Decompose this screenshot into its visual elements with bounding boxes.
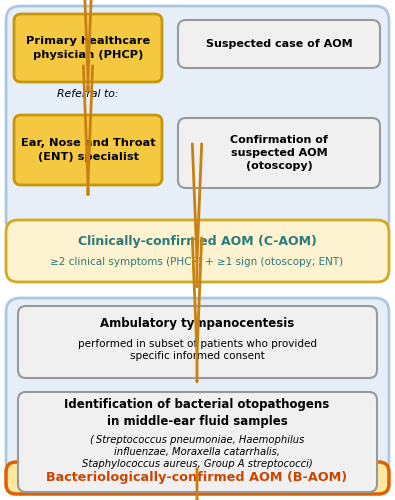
Text: Suspected case of AOM: Suspected case of AOM — [206, 39, 352, 49]
FancyBboxPatch shape — [178, 20, 380, 68]
FancyBboxPatch shape — [6, 220, 389, 282]
Text: Primary healthcare
physician (PHCP): Primary healthcare physician (PHCP) — [26, 36, 150, 60]
Text: Identification of bacterial otopathogens
in middle-ear fluid samples: Identification of bacterial otopathogens… — [64, 398, 329, 428]
FancyBboxPatch shape — [14, 115, 162, 185]
FancyBboxPatch shape — [18, 306, 377, 378]
Text: Bacteriologically-confirmed AOM (B-AOM): Bacteriologically-confirmed AOM (B-AOM) — [47, 472, 348, 484]
Text: Confirmation of
suspected AOM
(otoscopy): Confirmation of suspected AOM (otoscopy) — [230, 135, 328, 171]
FancyBboxPatch shape — [6, 298, 389, 476]
FancyBboxPatch shape — [14, 14, 162, 82]
FancyBboxPatch shape — [178, 118, 380, 188]
Text: Referral to:: Referral to: — [57, 89, 119, 99]
Text: Ambulatory tympanocentesis: Ambulatory tympanocentesis — [100, 316, 294, 330]
Text: performed in subset of patients who provided
specific informed consent: performed in subset of patients who prov… — [77, 338, 316, 361]
Text: Ear, Nose and Throat
(ENT) specialist: Ear, Nose and Throat (ENT) specialist — [21, 138, 155, 162]
FancyBboxPatch shape — [6, 462, 389, 494]
Text: Clinically-confirmed AOM (C-AOM): Clinically-confirmed AOM (C-AOM) — [77, 234, 316, 248]
FancyBboxPatch shape — [6, 6, 389, 234]
FancyBboxPatch shape — [18, 392, 377, 492]
Text: ( Streptococcus pneumoniae, Haemophilus
influenzae, Moraxella catarrhalis,
Staph: ( Streptococcus pneumoniae, Haemophilus … — [82, 434, 312, 470]
Text: ≥2 clinical symptoms (PHCP) + ≥1 sign (otoscopy; ENT): ≥2 clinical symptoms (PHCP) + ≥1 sign (o… — [51, 257, 344, 267]
